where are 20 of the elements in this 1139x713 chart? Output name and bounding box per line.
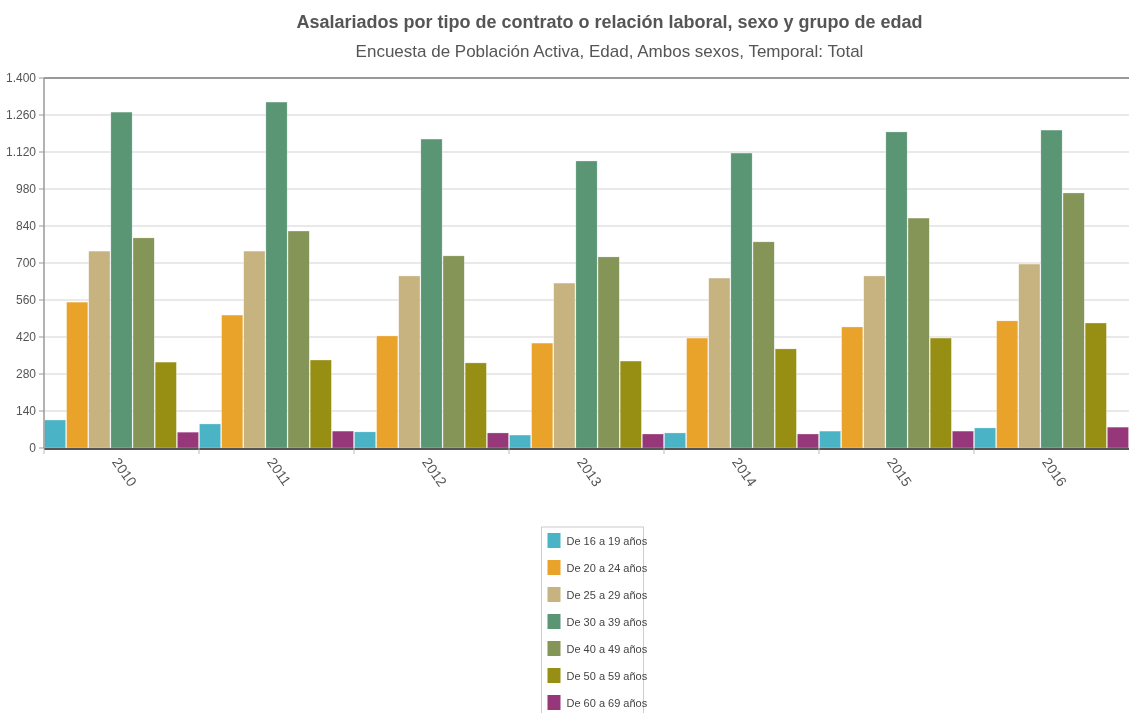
y-tick-label: 1.400 [5,71,37,86]
y-tick-label: 1.120 [5,145,37,160]
chart-title: Asalariados por tipo de contrato o relación laboral, sexo y grupo de edad [296,12,923,32]
y-tick-label: 980 [15,182,37,197]
legend-label: De 16 a 19 años [566,534,648,547]
y-tick-label: 560 [15,293,37,308]
legend-label: De 25 a 29 años [566,588,648,601]
y-tick-label: 1.260 [5,108,37,123]
y-tick-label: 280 [15,367,37,382]
y-tick-label: 0 [29,441,37,456]
legend-label: De 30 a 39 años [566,615,648,628]
legend-label: De 60 a 69 años [566,696,648,709]
y-tick-label: 420 [15,330,37,345]
legend-label: De 20 a 24 años [566,561,648,574]
y-tick-label: 840 [15,219,37,234]
y-tick-label: 140 [15,404,37,419]
chart-subtitle: Encuesta de Población Activa, Edad, Ambos sexos, Temporal: Total [355,42,864,61]
y-tick-label: 700 [15,256,37,271]
legend-label: De 40 a 49 años [566,642,648,655]
legend-label: De 50 a 59 años [566,669,648,682]
